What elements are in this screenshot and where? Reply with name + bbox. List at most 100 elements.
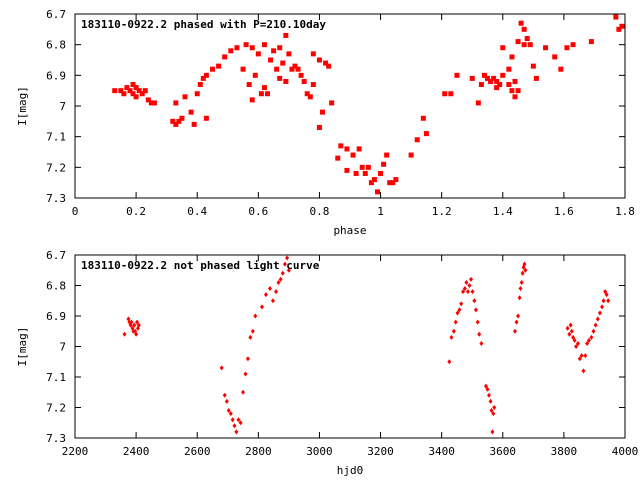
data-point (515, 88, 521, 94)
data-point (368, 180, 374, 186)
data-point (234, 45, 240, 51)
data-point (292, 63, 298, 69)
data-point (304, 91, 310, 97)
data-point (448, 91, 454, 97)
data-point (524, 36, 530, 42)
data-point (517, 295, 522, 301)
data-point (191, 121, 197, 127)
data-point (469, 75, 475, 81)
data-point (286, 51, 292, 57)
data-point (487, 392, 492, 398)
data-point (260, 304, 264, 310)
data-point (492, 405, 497, 410)
data-point (253, 313, 258, 319)
unphased-x-tick-label: 2200 (62, 445, 89, 458)
data-point (475, 319, 480, 325)
data-point (572, 337, 577, 343)
data-point (255, 51, 261, 57)
data-point (491, 411, 496, 417)
data-point (194, 91, 200, 97)
phased-x-tick-label: 1.6 (554, 205, 574, 218)
data-point (173, 100, 179, 106)
data-point (246, 82, 252, 88)
data-point (271, 298, 275, 304)
data-point (278, 276, 283, 282)
data-point (520, 270, 525, 276)
data-point (142, 88, 148, 94)
data-point (353, 170, 359, 176)
unphased-plot-frame (74, 254, 626, 439)
data-point (320, 109, 325, 115)
data-point (132, 322, 137, 328)
data-point (130, 82, 136, 88)
data-point (139, 91, 145, 97)
data-point (310, 51, 316, 57)
data-point (329, 100, 335, 106)
phased-axis-ticks: 0 0.2 0.4 0.6 0.8 1 1.2 1.4 1.6 1.8 6.7 6.8 6.9 7 7.1 7… (46, 8, 635, 218)
data-point (274, 289, 279, 295)
data-point (569, 328, 574, 334)
phased-x-tick-label: 1 (377, 205, 384, 218)
data-point (274, 66, 280, 72)
data-point (461, 289, 466, 295)
data-point (268, 57, 274, 63)
data-point (472, 298, 477, 304)
data-point (135, 319, 140, 325)
unphased-x-axis-label: hjd0 (337, 464, 364, 477)
data-point (261, 42, 267, 48)
data-point (222, 392, 227, 398)
data-point (228, 411, 233, 417)
data-point (583, 353, 588, 359)
data-point (515, 39, 521, 45)
data-point (148, 100, 154, 106)
data-point (282, 261, 287, 267)
data-point (243, 42, 249, 48)
data-point (600, 304, 605, 310)
unphased-y-tick-label: 7.2 (46, 402, 66, 415)
data-point (518, 286, 523, 292)
data-point (295, 66, 301, 72)
data-point (216, 63, 222, 69)
data-point (606, 298, 611, 304)
unphased-y-tick-label: 7.3 (46, 432, 66, 445)
unphased-y-tick-label: 6.8 (46, 280, 66, 293)
data-point (335, 155, 341, 161)
data-point (344, 146, 350, 152)
data-point (530, 63, 536, 69)
data-point (136, 88, 142, 94)
unphased-x-tick-label: 3400 (428, 445, 455, 458)
phased-chart-title: 183110-0922.2 phased with P=210.10day (81, 18, 326, 31)
data-point (338, 143, 344, 149)
data-point (371, 177, 377, 183)
data-point (280, 270, 285, 276)
data-point (467, 283, 472, 288)
phased-plot-frame (74, 13, 626, 199)
data-point (479, 340, 484, 346)
data-point (469, 276, 473, 282)
unphased-y-axis-label: I[mag] (16, 327, 29, 367)
data-point (362, 170, 368, 176)
data-point (475, 100, 481, 106)
data-point (509, 54, 515, 60)
unphased-x-tick-label: 2400 (123, 445, 150, 458)
unphased-y-tick-label: 7.1 (46, 371, 66, 384)
data-point (228, 48, 234, 54)
data-point (457, 307, 462, 313)
data-point (414, 137, 420, 143)
data-point (286, 267, 291, 273)
unphased-y-tick-label: 6.9 (46, 310, 66, 323)
data-point (506, 66, 512, 72)
data-point (387, 180, 393, 186)
data-point (485, 75, 490, 81)
data-point (481, 72, 487, 78)
data-point (133, 85, 139, 91)
data-point (564, 45, 570, 51)
data-point (579, 353, 584, 359)
data-point (393, 177, 399, 183)
phased-y-tick-label: 7.2 (46, 161, 66, 174)
data-point (245, 356, 250, 362)
data-point (316, 124, 322, 130)
phased-y-tick-label: 7.3 (46, 192, 66, 205)
data-point (619, 23, 625, 29)
